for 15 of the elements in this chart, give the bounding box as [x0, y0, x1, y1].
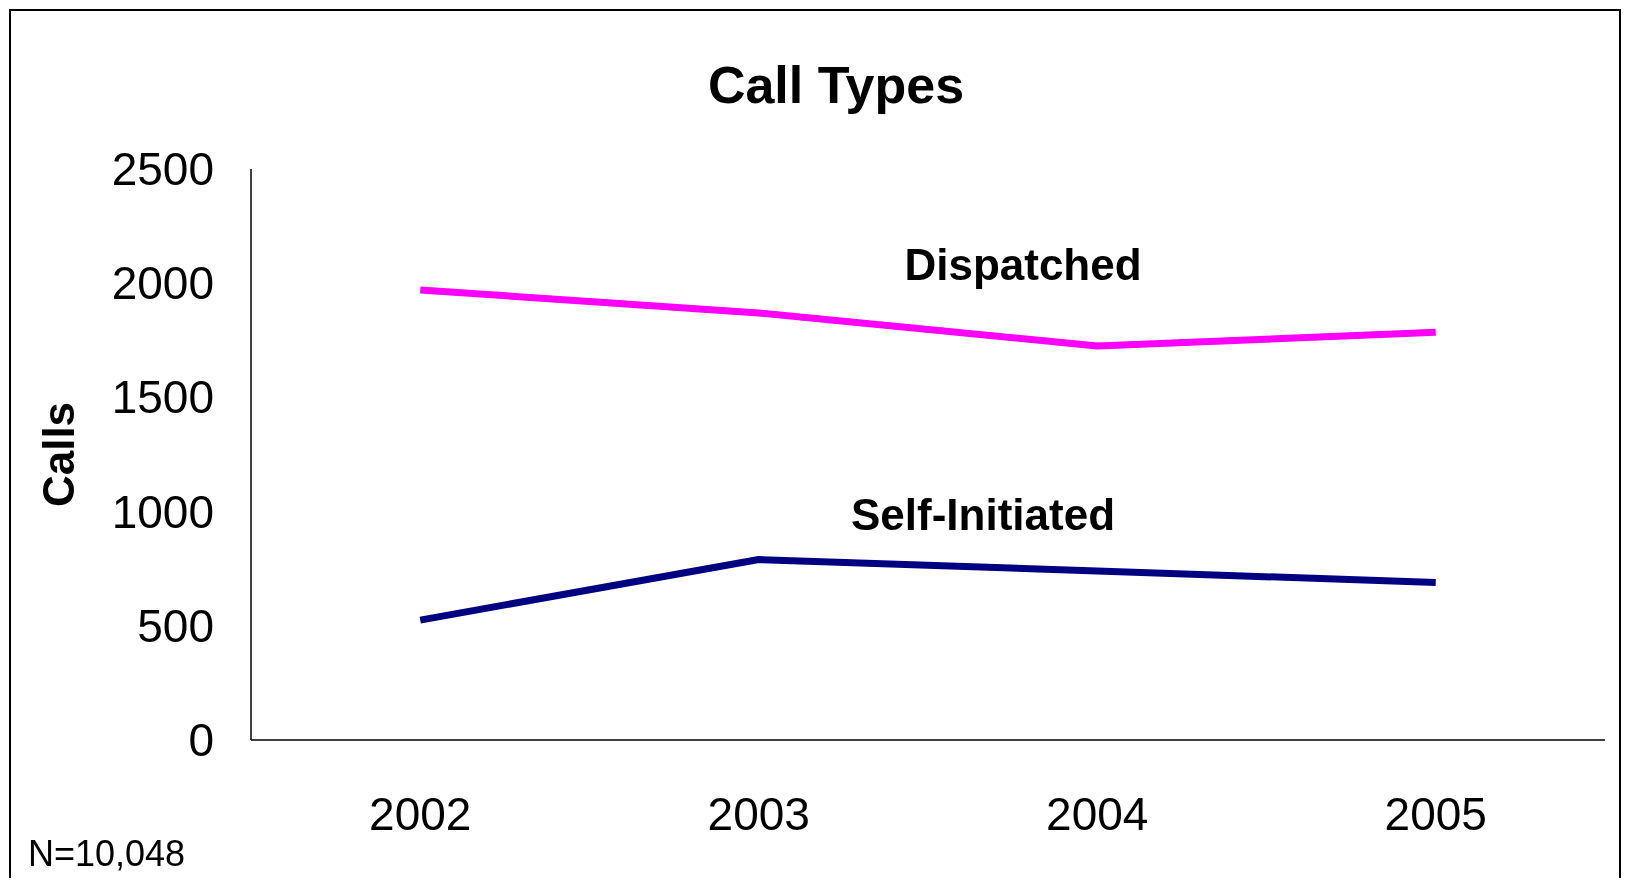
y-axis-title: Calls	[34, 401, 83, 508]
y-tick-label: 1000	[111, 485, 214, 538]
text: N=10,048	[28, 833, 186, 874]
x-tick-label: 2003	[707, 788, 810, 840]
x-tick-label: 2002	[369, 788, 472, 840]
x-tick-label: 2004	[1046, 788, 1149, 840]
y-tick-label: 0	[188, 714, 214, 766]
y-tick-label: 1500	[111, 371, 214, 424]
series-label: Dispatched	[904, 240, 1142, 290]
x-tick-label: 2005	[1384, 788, 1487, 840]
y-tick-label: 2000	[111, 257, 214, 310]
series-label: Self-Initiated	[850, 489, 1116, 539]
y-tick-label: 500	[137, 599, 214, 652]
y-tick-label: 2500	[111, 143, 214, 195]
chart-title: Call Types	[707, 56, 965, 114]
